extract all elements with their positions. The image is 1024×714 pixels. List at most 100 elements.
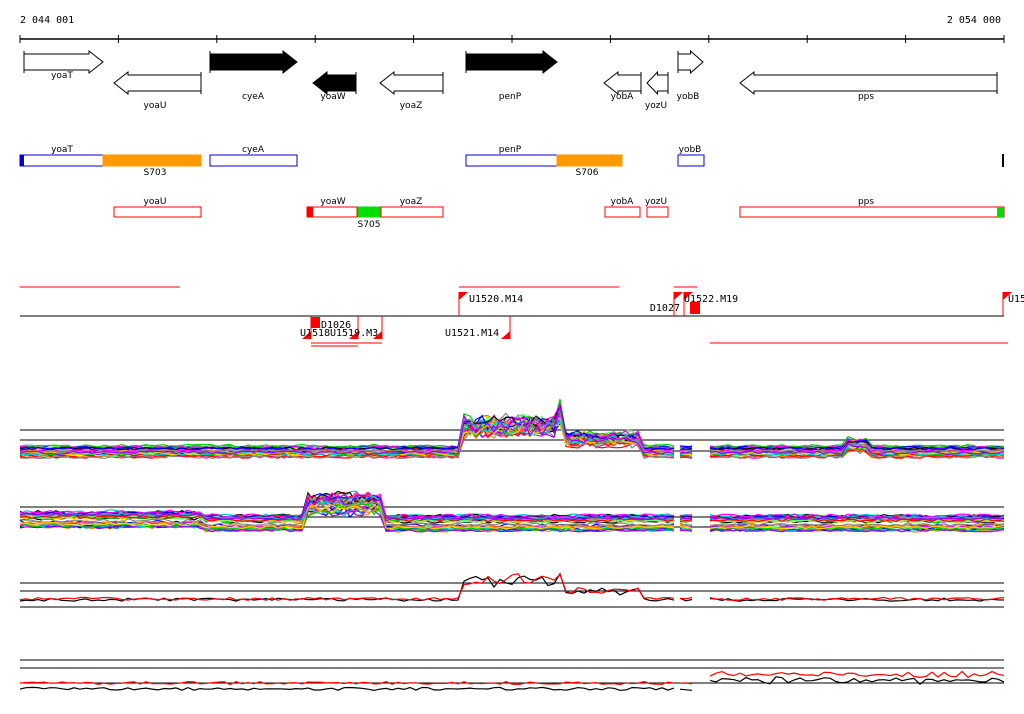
expression-trace <box>709 522 1005 527</box>
expression-trace <box>19 406 675 455</box>
gene-yozU: yozU <box>645 70 669 111</box>
gene-arrow-yozU <box>646 70 669 96</box>
expression-trace <box>679 682 693 685</box>
gene-label: yoaZ <box>400 101 423 111</box>
gene-arrow-yoaZ <box>379 70 444 96</box>
expression-trace <box>709 670 1005 679</box>
gene-label: pps <box>858 92 874 102</box>
reverse-feature-yoaW <box>306 206 358 218</box>
expression-trace <box>679 517 693 520</box>
tu-flag <box>1003 292 1012 300</box>
forward-feature-label: S703 <box>144 168 167 178</box>
forward-feature-label: penP <box>499 145 522 155</box>
forward-feature-label: yobB <box>679 145 702 155</box>
expression-trace <box>19 495 675 523</box>
expression-traces <box>19 398 1005 692</box>
reverse-feature-yoaZ <box>380 206 444 218</box>
expression-trace <box>679 528 693 530</box>
expression-trace <box>19 573 675 601</box>
expression-trace <box>19 494 675 521</box>
gene-label: yoaW <box>320 92 345 102</box>
expression-trace <box>679 529 693 532</box>
forward-feature-label: yoaT <box>51 145 73 155</box>
gene-yoaU: yoaU <box>113 70 202 111</box>
tu-label: U15 <box>1008 294 1024 305</box>
reverse-feature-label: yobA <box>611 197 635 207</box>
forward-feature-S706 <box>556 154 623 167</box>
tu-label: D1027 <box>650 303 680 314</box>
tu-block <box>311 317 320 328</box>
forward-feature-penP <box>465 154 558 167</box>
tu-block <box>690 302 700 314</box>
tu-flag <box>501 331 510 339</box>
expression-trace <box>709 676 1005 686</box>
expression-trace <box>709 513 1005 518</box>
expression-trace <box>679 519 693 523</box>
expression-trace <box>679 597 693 600</box>
reverse-feature-S705 <box>357 206 382 218</box>
gene-arrow-yoaW <box>312 70 357 96</box>
tu-flag <box>674 292 683 300</box>
tu-flag <box>302 331 311 339</box>
forward-feature-S703 <box>102 154 202 167</box>
gene-arrow-yoaT <box>23 49 104 75</box>
tu-label: U1521.M14 <box>445 328 499 339</box>
gene-arrow-cyeA <box>209 49 298 75</box>
gene-cyeA: cyeA <box>209 49 298 102</box>
expression-trace <box>679 449 693 453</box>
gene-track: yoaT yoaU cyeA yoaW yoaZ penP yobA yozU yobB pps <box>23 49 998 111</box>
tu-label: U1519.M3 <box>330 328 378 339</box>
gene-yobB: yobB <box>677 49 704 102</box>
expression-trace <box>679 456 693 459</box>
gene-label: yobA <box>611 92 635 102</box>
gene-arrow-yobB <box>677 49 704 75</box>
expression-trace <box>679 450 693 454</box>
reverse-feature-marker <box>997 207 1004 217</box>
reverse-feature-label: yoaU <box>144 197 167 207</box>
gene-yoaW: yoaW <box>312 70 357 102</box>
gene-label: yobB <box>677 92 700 102</box>
expression-trace <box>679 446 693 451</box>
reverse-feature-marker <box>307 207 313 217</box>
reverse-feature-label: S705 <box>358 220 381 230</box>
expression-trace <box>20 504 675 530</box>
tu-label: D1026 <box>321 320 351 331</box>
expression-trace <box>19 686 675 692</box>
gene-label: yoaT <box>51 71 73 81</box>
gene-yoaT: yoaT <box>23 49 104 81</box>
gene-label: penP <box>499 92 522 102</box>
expression-trace <box>19 491 674 518</box>
tu-flag <box>373 331 382 339</box>
forward-feature-end-marker <box>1002 154 1004 167</box>
gene-label: yozU <box>645 101 667 111</box>
expression-trace <box>709 517 1005 523</box>
forward-feature-yobB <box>677 154 705 167</box>
forward-feature-label: S706 <box>576 168 599 178</box>
expression-trace <box>19 680 675 686</box>
forward-feature-cyeA <box>209 154 298 167</box>
expression-trace <box>679 514 693 517</box>
reverse-feature-pps <box>739 206 1005 218</box>
forward-feature-yoaT <box>19 154 104 167</box>
expression-trace <box>679 525 693 530</box>
reverse-feature-label: yoaW <box>320 197 345 207</box>
reverse-feature-label: yoaZ <box>400 197 423 207</box>
gene-yoaZ: yoaZ <box>379 70 444 111</box>
gene-arrow-pps <box>739 70 998 96</box>
reverse-feature-yoaU <box>113 206 202 218</box>
expression-trace <box>679 522 692 527</box>
expression-trace <box>709 443 1005 455</box>
ruler: 2 044 001 2 054 000 <box>19 15 1005 43</box>
expression-trace <box>709 447 1005 460</box>
tu-flag <box>684 292 693 300</box>
gene-pps: pps <box>739 70 998 102</box>
reverse-feature-yobA <box>604 206 641 218</box>
reverse-feature-label: pps <box>858 197 874 207</box>
forward-feature-label: cyeA <box>242 145 265 155</box>
expression-trace <box>709 445 1005 457</box>
tu-label: U1522.M19 <box>684 294 738 305</box>
expression-trace <box>709 439 1005 451</box>
